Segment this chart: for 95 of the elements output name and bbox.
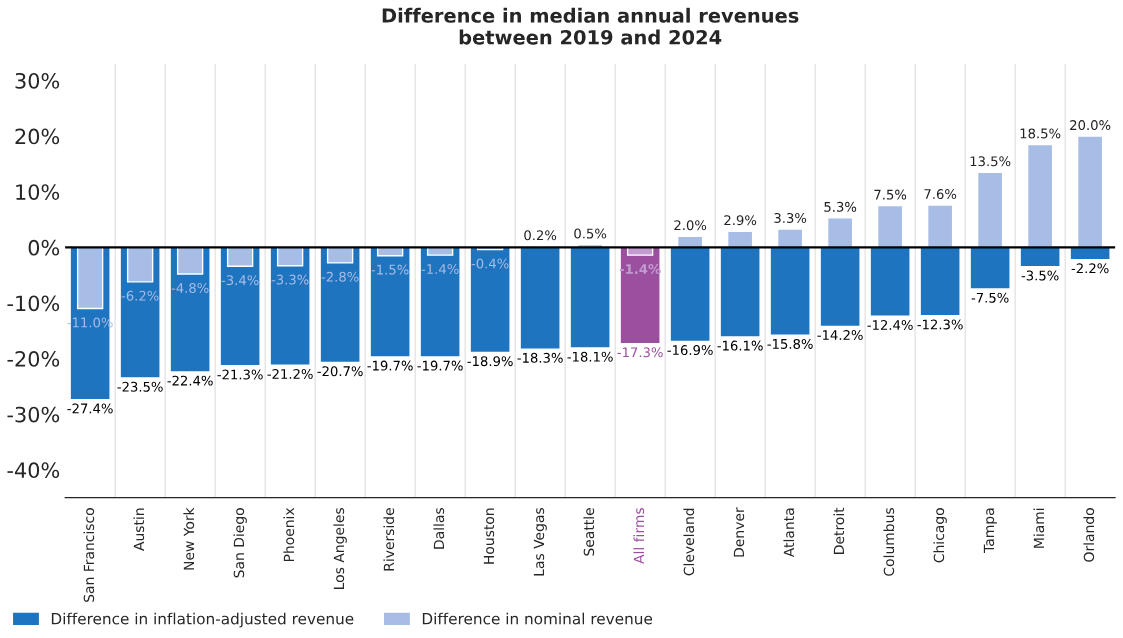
data-label: -2.8% <box>321 271 359 282</box>
x-tick-label: Detroit <box>833 507 845 554</box>
data-label: -18.3% <box>517 352 563 363</box>
data-label: -20.7% <box>317 366 363 377</box>
x-tick-label: Tampa <box>983 508 997 553</box>
bar <box>719 246 761 338</box>
data-label: 2.0% <box>674 220 707 231</box>
bar <box>369 246 411 358</box>
bar <box>519 246 561 350</box>
chart-title: Difference in median annual revenues between 2019 and 2024 <box>382 7 799 45</box>
data-label: -14.2% <box>817 330 863 341</box>
y-tick-label: -10% <box>7 295 60 312</box>
data-label: 13.5% <box>970 156 1011 167</box>
data-label: -1.4% <box>421 264 459 275</box>
data-label: 7.6% <box>924 189 957 200</box>
data-label: 3.3% <box>774 212 807 223</box>
data-label: -16.9% <box>667 345 713 356</box>
bar <box>1076 135 1104 249</box>
y-tick-label: 30% <box>15 72 60 89</box>
data-label: -18.9% <box>467 356 513 367</box>
data-label: -6.2% <box>121 290 159 301</box>
data-label: -22.4% <box>167 375 213 386</box>
data-label: -18.1% <box>567 351 613 362</box>
x-tick-label: Houston <box>483 508 495 564</box>
data-label: 5.3% <box>824 201 857 212</box>
data-label: -7.5% <box>971 292 1009 303</box>
bar <box>819 246 861 328</box>
bar <box>919 246 961 317</box>
data-label: 0.5% <box>574 228 607 239</box>
x-tick-label: Seattle <box>583 508 595 556</box>
x-tick-label: Orlando <box>1083 508 1095 562</box>
data-label: -0.4% <box>471 258 509 269</box>
data-label: -2.2% <box>1071 263 1109 274</box>
x-tick-label: Las Vegas <box>533 508 547 576</box>
bar <box>826 217 854 249</box>
x-tick-label: Los Angeles <box>333 508 347 589</box>
legend-label: Difference in nominal revenue <box>422 612 653 625</box>
legend-label: Difference in inflation-adjusted revenue <box>51 612 354 628</box>
data-label: -3.5% <box>1021 270 1059 281</box>
x-tick-label: All firms <box>633 508 645 564</box>
y-tick-label: 20% <box>15 128 60 145</box>
data-label: -27.4% <box>67 403 113 414</box>
x-tick-label: San Diego <box>233 508 247 578</box>
data-label: -17.3% <box>617 347 663 358</box>
x-tick-label: Cleveland <box>683 508 695 576</box>
y-tick-label: 10% <box>16 184 60 200</box>
data-label: 7.5% <box>874 189 907 200</box>
data-label: -21.3% <box>217 369 263 380</box>
y-tick-label: -40% <box>7 462 60 479</box>
data-label: -19.7% <box>367 360 413 371</box>
bar <box>926 204 954 249</box>
data-label: -3.3% <box>271 274 309 285</box>
data-label: -21.2% <box>267 368 313 379</box>
x-tick-label: Chicago <box>933 508 947 563</box>
data-label: -19.7% <box>417 360 463 371</box>
bar <box>469 246 511 354</box>
data-label: -12.4% <box>867 320 913 330</box>
data-label: 18.5% <box>1020 128 1061 139</box>
bar <box>976 171 1004 249</box>
data-label: -15.8% <box>767 338 813 349</box>
y-tick-label: -30% <box>7 406 60 423</box>
data-label: -3.4% <box>221 275 259 286</box>
bar <box>419 246 461 358</box>
x-tick-label: Austin <box>133 508 145 551</box>
y-tick-label: -20% <box>7 351 60 367</box>
x-tick-label: Phoenix <box>283 507 295 562</box>
x-tick-label: New York <box>183 507 195 570</box>
y-tick-label: 0% <box>28 239 60 256</box>
data-label: 20.0% <box>1070 120 1111 131</box>
data-label: -1.5% <box>371 264 409 275</box>
bar <box>619 246 661 345</box>
bar <box>1019 246 1061 268</box>
x-tick-label: Atlanta <box>783 508 795 558</box>
bar <box>769 246 811 336</box>
bar <box>1069 246 1111 261</box>
x-tick-label: Miami <box>1033 508 1045 548</box>
bar <box>569 246 611 349</box>
data-label: -23.5% <box>117 381 163 392</box>
bar <box>1026 143 1054 249</box>
data-label: -4.8% <box>171 282 209 293</box>
bar <box>269 246 311 366</box>
x-tick-label: Dallas <box>433 508 445 549</box>
bar <box>669 246 711 343</box>
data-label: -12.3% <box>917 319 963 330</box>
bar <box>876 204 904 249</box>
bar <box>319 246 361 364</box>
x-tick-label: Denver <box>733 507 745 557</box>
data-label: 0.2% <box>524 230 557 241</box>
bar <box>969 246 1011 290</box>
data-label: -16.1% <box>717 340 763 351</box>
data-label: 2.9% <box>724 215 757 226</box>
x-tick-label: San Francisco <box>83 508 95 602</box>
x-tick-label: Riverside <box>383 508 395 571</box>
x-tick-label: Columbus <box>883 508 895 576</box>
bar <box>776 228 804 249</box>
